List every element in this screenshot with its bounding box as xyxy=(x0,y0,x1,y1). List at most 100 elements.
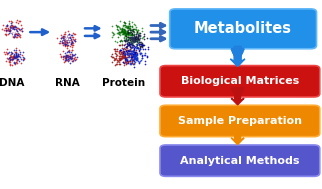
Point xyxy=(9,29,14,32)
Point xyxy=(122,33,128,36)
Point xyxy=(121,39,126,42)
Point xyxy=(122,60,128,63)
Point xyxy=(12,28,17,31)
Point xyxy=(120,55,125,58)
Point xyxy=(66,56,71,59)
Point xyxy=(13,30,18,33)
Point xyxy=(16,33,21,36)
Point xyxy=(122,38,128,41)
Point xyxy=(3,53,8,56)
Point xyxy=(60,34,65,37)
Point xyxy=(14,18,19,21)
Point xyxy=(64,36,70,39)
Point xyxy=(8,24,13,27)
Point xyxy=(124,35,129,38)
Point xyxy=(114,56,119,59)
Point xyxy=(115,27,120,30)
Point xyxy=(131,33,136,36)
Point xyxy=(134,55,139,58)
Point xyxy=(133,52,138,55)
Point xyxy=(14,54,20,57)
Point xyxy=(112,58,118,61)
Point xyxy=(130,33,136,36)
Point xyxy=(64,38,69,41)
Point xyxy=(127,48,132,51)
Point xyxy=(124,24,129,27)
Point xyxy=(130,46,135,49)
Point xyxy=(119,55,124,58)
Point xyxy=(129,42,135,45)
Text: RNA: RNA xyxy=(55,78,80,88)
Point xyxy=(121,29,126,32)
Point xyxy=(128,53,134,56)
Point xyxy=(125,32,130,35)
Point xyxy=(115,62,120,65)
Point xyxy=(128,33,133,36)
Point xyxy=(125,51,130,54)
Point xyxy=(67,33,72,36)
Point xyxy=(65,40,70,43)
Point xyxy=(118,39,123,42)
Point xyxy=(137,31,142,34)
Point xyxy=(14,47,19,50)
Point xyxy=(134,39,139,42)
Point xyxy=(121,47,127,50)
Point xyxy=(137,52,142,55)
Point xyxy=(124,39,129,42)
Point xyxy=(8,28,13,31)
Point xyxy=(127,25,132,28)
Point xyxy=(129,50,135,53)
Point xyxy=(16,35,21,38)
Point xyxy=(12,55,17,58)
Point xyxy=(128,31,133,34)
Point xyxy=(124,32,129,35)
Point xyxy=(69,53,74,56)
Point xyxy=(71,42,76,45)
Point xyxy=(130,29,135,32)
Point xyxy=(4,33,9,36)
Point xyxy=(128,53,133,56)
Point xyxy=(68,51,73,54)
Point xyxy=(123,33,128,36)
Point xyxy=(64,54,69,57)
Point xyxy=(10,29,15,32)
Point xyxy=(13,26,18,29)
Point xyxy=(121,55,127,58)
Point xyxy=(68,55,73,58)
Point xyxy=(66,36,71,40)
Point xyxy=(127,47,132,50)
Point xyxy=(11,32,16,35)
Point xyxy=(65,40,71,43)
Point xyxy=(138,58,143,61)
Point xyxy=(131,61,137,64)
Point xyxy=(64,55,70,58)
Point xyxy=(10,51,15,54)
Point xyxy=(20,59,25,62)
Point xyxy=(131,55,137,58)
Point xyxy=(125,44,130,47)
Point xyxy=(62,51,68,54)
Point xyxy=(69,34,74,37)
Point xyxy=(135,56,140,59)
Point xyxy=(132,38,137,41)
Point xyxy=(130,39,136,42)
Point xyxy=(128,47,133,50)
Point xyxy=(64,37,70,40)
Point xyxy=(13,51,18,54)
Point xyxy=(114,48,119,51)
Point xyxy=(62,44,67,47)
Point xyxy=(134,43,139,46)
Point xyxy=(10,58,15,61)
Point xyxy=(134,39,139,42)
Point xyxy=(125,60,130,63)
Point xyxy=(122,31,127,34)
Point xyxy=(66,43,71,46)
Point xyxy=(69,43,74,46)
Point xyxy=(127,25,132,28)
Point xyxy=(70,55,75,58)
Point xyxy=(141,38,146,41)
Point xyxy=(128,49,133,52)
Point xyxy=(121,28,126,31)
Point xyxy=(11,28,16,31)
Point xyxy=(109,36,114,39)
